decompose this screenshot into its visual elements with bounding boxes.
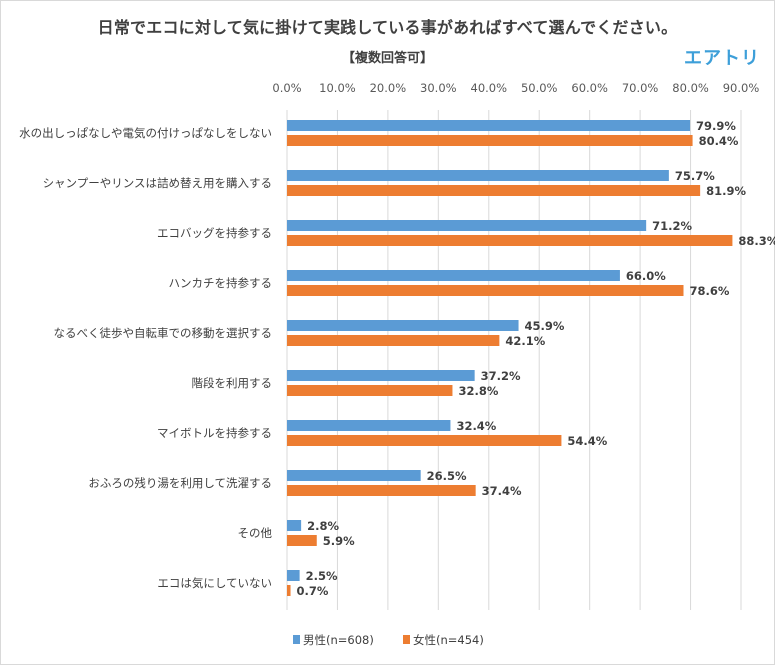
category-label: 水の出しっぱなしや電気の付けっぱなしをしない	[19, 126, 272, 140]
data-label: 54.4%	[567, 434, 607, 448]
data-labels: 79.9%80.4% 75.7%81.9% 71.2% 88.3% 66.0% 78.6%…	[297, 119, 775, 598]
x-tick-label: 80.0%	[672, 81, 709, 95]
bar-male	[287, 270, 620, 281]
chart-subtitle: 【複数回答可】	[341, 51, 433, 66]
data-label: 80.4%	[699, 134, 739, 148]
data-label: 45.9%	[525, 319, 565, 333]
category-label: おふろの残り湯を利用して洗濯する	[88, 476, 272, 490]
bar-female	[287, 185, 701, 196]
brand-logo: エアトリ	[684, 48, 760, 69]
data-label: 37.4%	[482, 484, 522, 498]
data-label: 78.6%	[689, 284, 729, 298]
bar-male	[287, 320, 519, 331]
x-tick-label: 40.0%	[471, 81, 508, 95]
bar-male	[287, 520, 302, 531]
bar-female	[287, 585, 291, 596]
data-label: 75.7%	[675, 169, 715, 183]
data-label: 2.8%	[307, 519, 339, 533]
category-label: シャンプーやリンスは詰め替え用を購入する	[43, 176, 272, 190]
x-tick-label: 10.0%	[319, 81, 356, 95]
bar-female	[287, 535, 317, 546]
data-label: 2.5%	[306, 569, 338, 583]
category-labels: 水の出しっぱなしや電気の付けっぱなしをしないシャンプーやリンスは詰め替え用を購入…	[19, 126, 272, 590]
bar-female	[287, 335, 500, 346]
data-label: 32.4%	[456, 419, 496, 433]
bar-male	[287, 420, 451, 431]
x-tick-label: 60.0%	[571, 81, 608, 95]
bar-female	[287, 285, 684, 296]
data-label: 79.9%	[696, 119, 736, 133]
bar-male	[287, 120, 691, 131]
legend-swatch	[403, 635, 410, 644]
data-label: 26.5%	[427, 469, 467, 483]
data-label: 71.2%	[652, 219, 692, 233]
bar-female	[287, 135, 693, 146]
legend-label: 女性(n=454)	[413, 633, 484, 647]
data-label: 81.9%	[706, 184, 746, 198]
category-label: なるべく徒歩や自転車での移動を選択する	[54, 326, 273, 340]
category-label: ハンカチを持参する	[169, 276, 273, 290]
bar-female	[287, 385, 453, 396]
x-tick-label: 0.0%	[272, 81, 301, 95]
bar-male	[287, 570, 300, 581]
x-tick-label: 50.0%	[521, 81, 558, 95]
bar-female	[287, 485, 476, 496]
data-label: 5.9%	[323, 534, 355, 548]
category-label: 階段を利用する	[192, 376, 273, 390]
x-tick-label: 90.0%	[723, 81, 760, 95]
legend: 男性(n=608) 女性(n=454)	[293, 633, 484, 647]
bar-male	[287, 170, 669, 181]
data-label: 0.7%	[297, 584, 329, 598]
legend-swatch	[293, 635, 300, 644]
bar-male	[287, 370, 475, 381]
category-label: エコバッグを持参する	[157, 226, 272, 240]
x-axis-ticks: 0.0% 10.0% 20.0% 30.0% 40.0% 50.0% 60.0% 70.0% 8…	[272, 81, 759, 95]
x-tick-label: 30.0%	[420, 81, 457, 95]
data-label: 32.8%	[458, 384, 498, 398]
bars	[287, 120, 733, 596]
bar-male	[287, 220, 647, 231]
category-label: エコは気にしていない	[157, 576, 272, 590]
category-label: その他	[238, 526, 273, 540]
data-label: 42.1%	[505, 334, 545, 348]
data-label: 66.0%	[626, 269, 666, 283]
category-label: マイボトルを持参する	[157, 426, 272, 440]
x-tick-label: 20.0%	[370, 81, 407, 95]
bar-female	[287, 435, 562, 446]
chart-title: 日常でエコに対して気に掛けて実践している事があればすべて選んでください。	[97, 18, 678, 37]
bar-male	[287, 470, 421, 481]
data-label: 88.3%	[738, 234, 775, 248]
legend-label: 男性(n=608)	[303, 633, 374, 647]
data-label: 37.2%	[481, 369, 521, 383]
x-tick-label: 70.0%	[622, 81, 659, 95]
bar-female	[287, 235, 733, 246]
